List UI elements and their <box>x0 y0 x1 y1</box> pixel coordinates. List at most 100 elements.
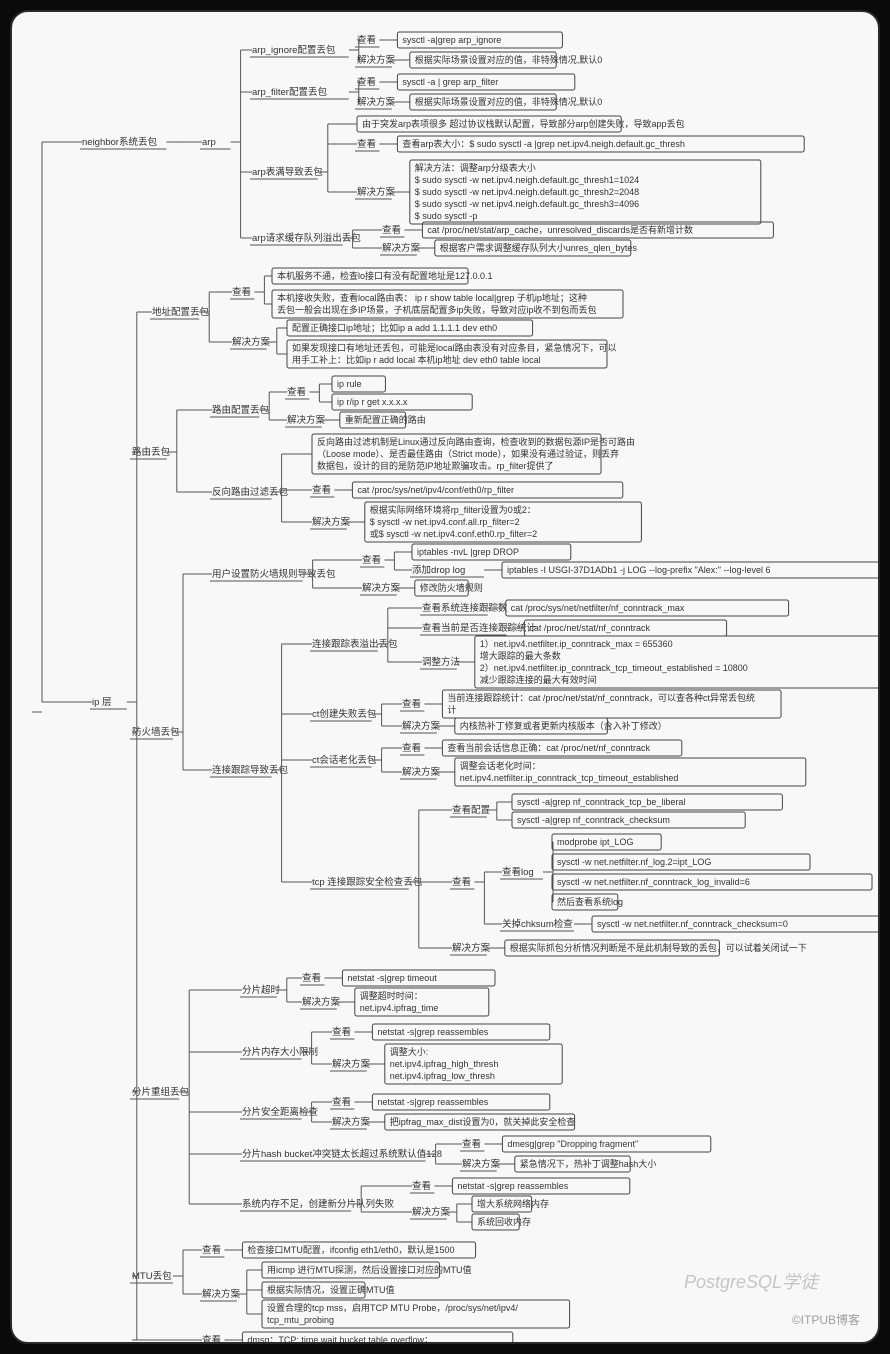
svg-text:cat /proc/net/stat/nf_conntrac: cat /proc/net/stat/nf_conntrack <box>529 623 650 633</box>
svg-text:$ sudo sysctl -w net.ipv4.neig: $ sudo sysctl -w net.ipv4.neigh.default.… <box>415 187 639 197</box>
svg-text:查看: 查看 <box>462 1138 481 1150</box>
svg-text:netstat -s|grep reassembles: netstat -s|grep reassembles <box>377 1097 488 1107</box>
svg-text:计: 计 <box>447 704 456 715</box>
svg-text:把ipfrag_max_dist设置为0，就关掉此安全检查: 把ipfrag_max_dist设置为0，就关掉此安全检查 <box>390 1116 576 1127</box>
svg-text:$ sudo sysctl -w net.ipv4.neig: $ sudo sysctl -w net.ipv4.neigh.default.… <box>415 199 639 209</box>
svg-text:iptables -I USGI-37D1ADb1 -j L: iptables -I USGI-37D1ADb1 -j LOG --log-p… <box>507 565 770 575</box>
svg-text:sysctl -a|grep arp_ignore: sysctl -a|grep arp_ignore <box>402 35 501 45</box>
svg-text:（Loose mode）、是否最佳路由（Strict mod: （Loose mode）、是否最佳路由（Strict mode），如果没有通过验… <box>317 448 619 459</box>
svg-text:解决方案: 解决方案 <box>357 96 396 108</box>
svg-text:$ sudo sysctl -w net.ipv4.neig: $ sudo sysctl -w net.ipv4.neigh.default.… <box>415 175 639 185</box>
svg-text:dmesg|grep "Dropping fragmen: dmesg|grep "Dropping fragment" <box>507 1139 638 1149</box>
svg-text:解决方案: 解决方案 <box>332 1058 371 1070</box>
svg-text:dmsg：TCP: time wait bucket tab: dmsg：TCP: time wait bucket table overflo… <box>247 1335 433 1344</box>
svg-text:然后查看系统log: 然后查看系统log <box>557 896 623 907</box>
svg-text:ip r/ip r get x.x.x.x: ip r/ip r get x.x.x.x <box>337 397 408 407</box>
svg-text:tcp_mtu_probing: tcp_mtu_probing <box>267 1315 334 1325</box>
svg-text:重新配置正确的路由: 重新配置正确的路由 <box>345 414 426 425</box>
svg-text:用手工补上：比如ip r add local 本机ip地址: 用手工补上：比如ip r add local 本机ip地址 dev eth0 t… <box>292 354 541 365</box>
svg-text:增大跟踪的最大条数: 增大跟踪的最大条数 <box>480 650 561 661</box>
svg-text:sysctl -w net.netfilter.nf_con: sysctl -w net.netfilter.nf_conntrack_che… <box>597 919 788 929</box>
svg-text:查看: 查看 <box>302 972 321 984</box>
svg-text:sysctl -a | grep arp_filter: sysctl -a | grep arp_filter <box>402 77 498 87</box>
svg-text:或$ sysctl -w net.ipv4.conf.eth: 或$ sysctl -w net.ipv4.conf.eth0.rp_filte… <box>370 528 537 539</box>
svg-text:查看当前会话信息正确：cat /proc/net/nf_co: 查看当前会话信息正确：cat /proc/net/nf_conntrack <box>447 742 650 753</box>
svg-text:本机服务不通，检查lo接口有没有配置地址是127.0.0.1: 本机服务不通，检查lo接口有没有配置地址是127.0.0.1 <box>277 270 493 281</box>
svg-text:查看: 查看 <box>202 1334 221 1344</box>
svg-text:解决方案: 解决方案 <box>402 720 441 732</box>
svg-text:iptables -nvL |grep DROP: iptables -nvL |grep DROP <box>417 547 519 557</box>
svg-text:内核热补丁修复或者更新内核版本（含入补丁修改）: 内核热补丁修复或者更新内核版本（含入补丁修改） <box>460 720 667 731</box>
svg-text:当前连接跟踪统计：cat /proc/net/stat/nf: 当前连接跟踪统计：cat /proc/net/stat/nf_conntrack… <box>447 692 755 703</box>
svg-text:调整方法: 调整方法 <box>422 656 460 668</box>
svg-text:如果发现接口有地址还丢包，可能是local路由表没有对应条目: 如果发现接口有地址还丢包，可能是local路由表没有对应条目，紧急情况下，可以 <box>292 342 617 353</box>
svg-text:根据实际网络环境将rp_filter设置为0或2：: 根据实际网络环境将rp_filter设置为0或2： <box>370 504 536 515</box>
svg-text:1）net.ipv4.netfilter.ip_conntr: 1）net.ipv4.netfilter.ip_conntrack_max = … <box>480 639 673 649</box>
svg-text:arp表满导致丢包: arp表满导致丢包 <box>252 166 323 178</box>
watermark-postgresql: PostgreSQL学徒 <box>684 1268 818 1294</box>
svg-text:调整会话老化时间：: 调整会话老化时间： <box>460 760 541 771</box>
svg-text:查看: 查看 <box>402 742 421 754</box>
diagram-frame: neighbor系统丢包arparp_ignore配置丢包查看sysctl -a… <box>10 10 880 1344</box>
svg-text:sysctl -a|grep nf_conntrack_tc: sysctl -a|grep nf_conntrack_tcp_be_liber… <box>517 797 685 807</box>
svg-text:数据包，设计的目的是防范IP地址欺骗攻击。rp_filter: 数据包，设计的目的是防范IP地址欺骗攻击。rp_filter提供了 <box>317 460 554 471</box>
svg-text:解决方案: 解决方案 <box>357 186 396 198</box>
svg-text:增大系统网络内存: 增大系统网络内存 <box>477 1198 549 1209</box>
svg-text:防火墙丢包: 防火墙丢包 <box>132 726 180 738</box>
svg-text:$ sysctl -w net.ipv4.conf.all.: $ sysctl -w net.ipv4.conf.all.rp_filter=… <box>370 517 520 527</box>
svg-text:ct创建失败丢包: ct创建失败丢包 <box>312 708 377 720</box>
svg-text:net.ipv4.netfilter.ip_conntrac: net.ipv4.netfilter.ip_conntrack_tcp_time… <box>460 773 679 783</box>
svg-text:添加drop log: 添加drop log <box>412 565 465 576</box>
svg-text:查看: 查看 <box>402 698 421 710</box>
svg-text:$ sudo sysctl -p: $ sudo sysctl -p <box>415 211 478 221</box>
svg-text:解决方案: 解决方案 <box>232 336 271 348</box>
svg-text:根据实际情况，设置正确MTU值: 根据实际情况，设置正确MTU值 <box>267 1284 395 1295</box>
svg-text:配置正确接口ip地址；比如ip a add 1.1.1.1: 配置正确接口ip地址；比如ip a add 1.1.1.1 dev eth0 <box>292 322 497 333</box>
svg-text:检查接口MTU配置，ifconfig eth1/eth0，默: 检查接口MTU配置，ifconfig eth1/eth0，默认是1500 <box>247 1244 454 1255</box>
svg-text:根据实际场景设置对应的值，非特殊情况,默认0: 根据实际场景设置对应的值，非特殊情况,默认0 <box>415 54 603 65</box>
svg-text:根据客户需求调整缓存队列大小unres_qlen_bytes: 根据客户需求调整缓存队列大小unres_qlen_bytes <box>440 242 638 253</box>
svg-text:解决方案: 解决方案 <box>382 242 421 254</box>
svg-text:紧急情况下，热补丁调整hash大小: 紧急情况下，热补丁调整hash大小 <box>520 1158 657 1169</box>
svg-text:调整超时时间：: 调整超时时间： <box>360 990 423 1001</box>
svg-text:2）net.ipv4.netfilter.ip_conntr: 2）net.ipv4.netfilter.ip_conntrack_tcp_ti… <box>480 663 748 673</box>
svg-text:查看配置: 查看配置 <box>452 804 490 816</box>
svg-text:net.ipv4.ipfrag_low_thresh: net.ipv4.ipfrag_low_thresh <box>390 1071 495 1081</box>
svg-text:查看arp表大小：$ sudo sysctl -a |gre: 查看arp表大小：$ sudo sysctl -a |grep net.ipv4… <box>402 138 684 149</box>
svg-text:查看: 查看 <box>312 484 331 496</box>
svg-text:netstat -s|grep reassembles: netstat -s|grep reassembles <box>457 1181 568 1191</box>
svg-text:查看: 查看 <box>332 1096 351 1108</box>
svg-text:解决方案: 解决方案 <box>202 1288 241 1300</box>
svg-text:解决方案: 解决方案 <box>302 996 341 1008</box>
svg-text:分片hash bucket冲突链太长超过系统默认值128: 分片hash bucket冲突链太长超过系统默认值128 <box>242 1148 442 1160</box>
svg-text:ip 层: ip 层 <box>92 697 112 708</box>
mindmap-svg: neighbor系统丢包arparp_ignore配置丢包查看sysctl -a… <box>12 12 880 1344</box>
svg-text:反向路由过滤机制是Linux通过反向路由查询，检查收到的数据: 反向路由过滤机制是Linux通过反向路由查询，检查收到的数据包源IP是否可路由 <box>317 436 635 447</box>
svg-text:查看: 查看 <box>357 138 376 150</box>
svg-text:根据实际场景设置对应的值，非特殊情况,默认0: 根据实际场景设置对应的值，非特殊情况,默认0 <box>415 96 603 107</box>
svg-text:由于突发arp表项很多 超过协议栈默认配置，导致部分arp创: 由于突发arp表项很多 超过协议栈默认配置，导致部分arp创建失败，导致app丢… <box>362 118 685 129</box>
svg-text:tcp 连接跟踪安全检查丢包: tcp 连接跟踪安全检查丢包 <box>312 876 423 888</box>
svg-text:查看log: 查看log <box>502 866 534 878</box>
svg-text:ip rule: ip rule <box>337 379 362 389</box>
svg-text:系统回收内存: 系统回收内存 <box>477 1216 531 1227</box>
svg-text:用户设置防火墙规则导致丢包: 用户设置防火墙规则导致丢包 <box>212 568 336 580</box>
svg-text:丢包一般会出现在多IP场景，子机底层配置多ip失败，导致对应: 丢包一般会出现在多IP场景，子机底层配置多ip失败，导致对应ip收不到包而丢包 <box>277 304 597 315</box>
svg-text:查看: 查看 <box>232 286 251 298</box>
svg-text:查看: 查看 <box>452 876 471 888</box>
svg-text:用icmp 进行MTU探测，然后设置接口对应的MTU值: 用icmp 进行MTU探测，然后设置接口对应的MTU值 <box>267 1264 472 1275</box>
svg-text:cat /proc/sys/net/ipv4/conf/et: cat /proc/sys/net/ipv4/conf/eth0/rp_filt… <box>357 485 514 495</box>
svg-text:解决方案: 解决方案 <box>332 1116 371 1128</box>
svg-text:sysctl -w net.netfilter.nf_log: sysctl -w net.netfilter.nf_log.2=ipt_LOG <box>557 857 711 867</box>
svg-text:ct会话老化丢包: ct会话老化丢包 <box>312 754 377 766</box>
svg-text:查看: 查看 <box>412 1180 431 1192</box>
svg-text:查看: 查看 <box>357 76 376 88</box>
svg-text:减少跟踪连接的最大有效时间: 减少跟踪连接的最大有效时间 <box>480 674 597 685</box>
svg-text:路由丢包: 路由丢包 <box>132 446 171 458</box>
svg-text:解决方案: 解决方案 <box>402 766 441 778</box>
svg-text:解决方案: 解决方案 <box>287 414 326 426</box>
svg-text:查看: 查看 <box>202 1244 221 1256</box>
svg-text:设置合理的tcp mss，启用TCP MTU Probe，/: 设置合理的tcp mss，启用TCP MTU Probe，/proc/sys/n… <box>267 1302 518 1313</box>
svg-text:根据实际抓包分析情况判断是不是此机制导致的丢包，可以试着关闭: 根据实际抓包分析情况判断是不是此机制导致的丢包，可以试着关闭试一下 <box>510 942 807 953</box>
svg-text:cat /proc/net/stat/arp_cache，u: cat /proc/net/stat/arp_cache，unresolved_… <box>427 224 693 235</box>
